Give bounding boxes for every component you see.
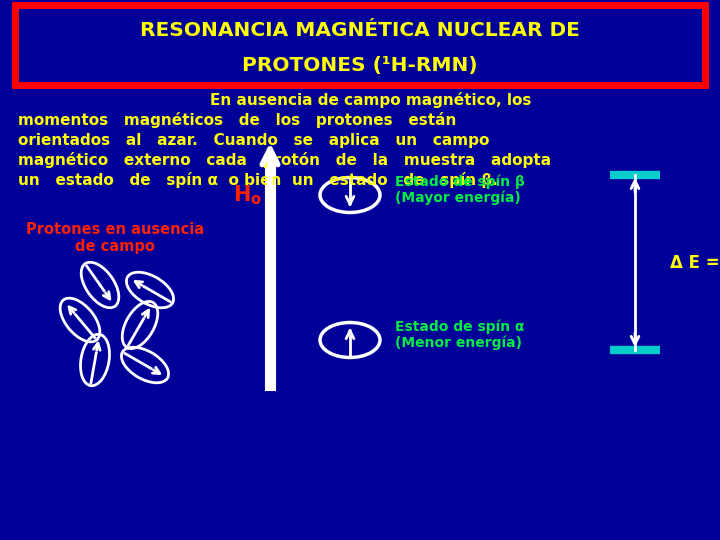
Text: (Mayor energía): (Mayor energía)	[395, 191, 521, 205]
Text: Estado de spín α: Estado de spín α	[395, 320, 524, 334]
Text: orientados   al   azar.   Cuando   se   aplica   un   campo: orientados al azar. Cuando se aplica un …	[18, 132, 490, 147]
Text: momentos   magnéticos   de   los   protones   están: momentos magnéticos de los protones está…	[18, 112, 456, 128]
Text: RESONANCIA MAGNÉTICA NUCLEAR DE: RESONANCIA MAGNÉTICA NUCLEAR DE	[140, 21, 580, 39]
FancyBboxPatch shape	[15, 5, 705, 85]
Text: magnético   externo   cada   protón   de   la   muestra   adopta: magnético externo cada protón de la mues…	[18, 152, 551, 168]
Text: Δ E = h ν: Δ E = h ν	[670, 254, 720, 272]
Text: En ausencia de campo magnético, los: En ausencia de campo magnético, los	[189, 92, 531, 108]
Text: Protones en ausencia: Protones en ausencia	[26, 222, 204, 238]
Text: Estado de spín β: Estado de spín β	[395, 175, 525, 189]
Text: (Menor energía): (Menor energía)	[395, 336, 522, 350]
Text: PROTONES (¹H-RMN): PROTONES (¹H-RMN)	[242, 57, 478, 76]
Text: un   estado   de   spín α  o bien  un   estado   de   spín β.: un estado de spín α o bien un estado de …	[18, 172, 498, 188]
Text: $\mathbf{H_o}$: $\mathbf{H_o}$	[233, 183, 263, 207]
Text: de campo: de campo	[75, 240, 155, 254]
